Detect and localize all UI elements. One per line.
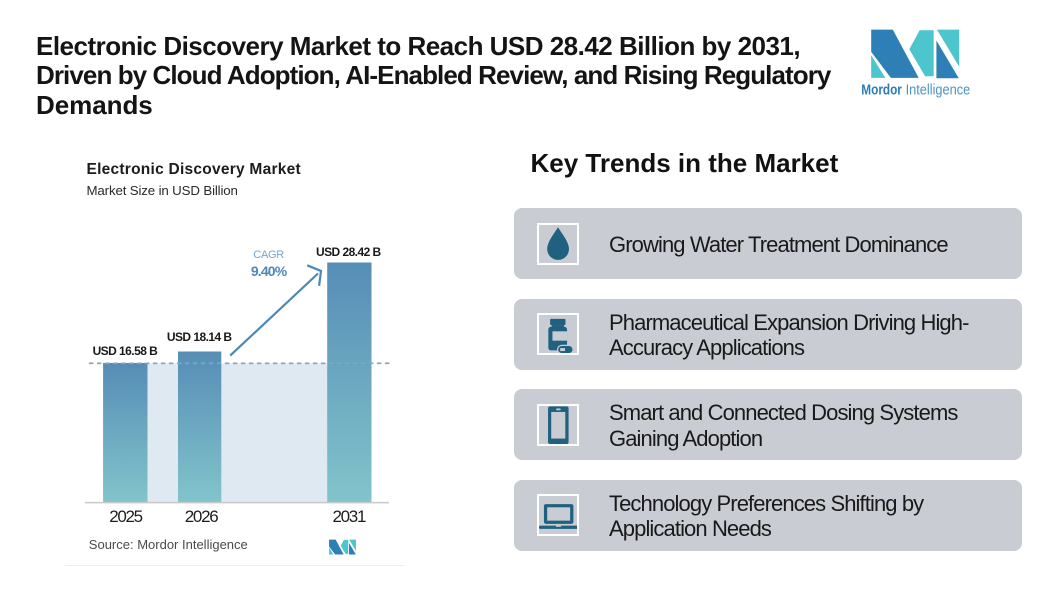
svg-text:Intelligence: Intelligence <box>906 83 971 99</box>
svg-text:Mordor: Mordor <box>861 83 902 99</box>
